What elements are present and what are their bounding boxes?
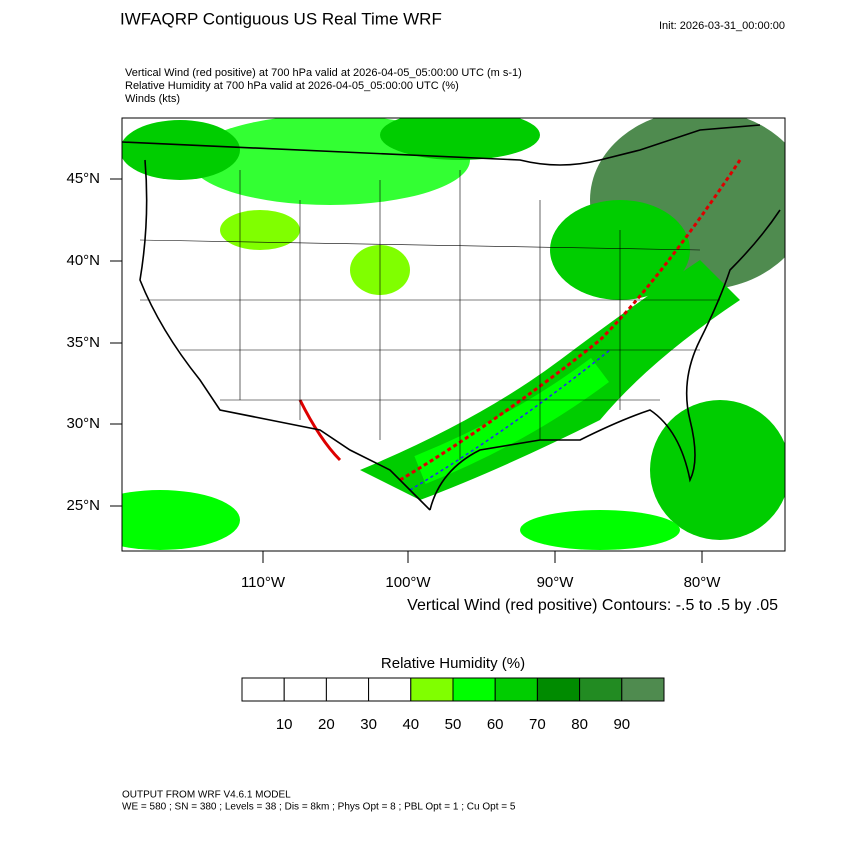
map-frame (121, 117, 786, 552)
lon-label: 90°W (537, 574, 575, 591)
subtitle: Relative Humidity at 700 hPa valid at 20… (125, 80, 459, 92)
lat-label: 25°N (66, 497, 100, 514)
colorbar-title: Relative Humidity (%) (381, 655, 525, 672)
colorbar-label: 50 (445, 716, 462, 733)
lat-label: 35°N (66, 334, 100, 351)
colorbar-label: 40 (402, 716, 419, 733)
contour-note: Vertical Wind (red positive) Contours: -… (407, 597, 778, 614)
title: IWFAQRP Contiguous US Real Time WRF (120, 9, 442, 28)
colorbar-box (241, 677, 285, 702)
colorbar-label: 90 (613, 716, 630, 733)
colorbar-box (579, 677, 623, 702)
subtitle: Winds (kts) (125, 93, 180, 105)
subtitle: Vertical Wind (red positive) at 700 hPa … (125, 67, 522, 79)
colorbar-label: 70 (529, 716, 546, 733)
lon-label: 100°W (385, 574, 431, 591)
footer: WE = 580 ; SN = 380 ; Levels = 38 ; Dis … (122, 802, 516, 813)
colorbar-box (283, 677, 327, 702)
colorbar-label: 80 (571, 716, 588, 733)
footer: OUTPUT FROM WRF V4.6.1 MODEL (122, 790, 291, 801)
colorbar-box (494, 677, 538, 702)
colorbar-box (452, 677, 496, 702)
colorbar-box (410, 677, 454, 702)
init-time: Init: 2026-03-31_00:00:00 (659, 20, 785, 32)
colorbar-label: 20 (318, 716, 335, 733)
map (121, 117, 786, 552)
lon-label: 80°W (684, 574, 722, 591)
colorbar-box (325, 677, 370, 702)
lat-label: 40°N (66, 252, 100, 269)
lon-label: 110°W (241, 574, 286, 591)
colorbar-label: 10 (276, 716, 293, 733)
humidity-fill (122, 118, 785, 550)
lat-label: 30°N (66, 415, 100, 432)
borders (122, 124, 781, 511)
lat-label: 45°N (66, 170, 100, 187)
colorbar-label: 60 (487, 716, 504, 733)
colorbar-box (368, 677, 412, 702)
colorbar-box (536, 677, 581, 702)
colorbar-box (621, 677, 665, 702)
colorbar-label: 30 (360, 716, 377, 733)
